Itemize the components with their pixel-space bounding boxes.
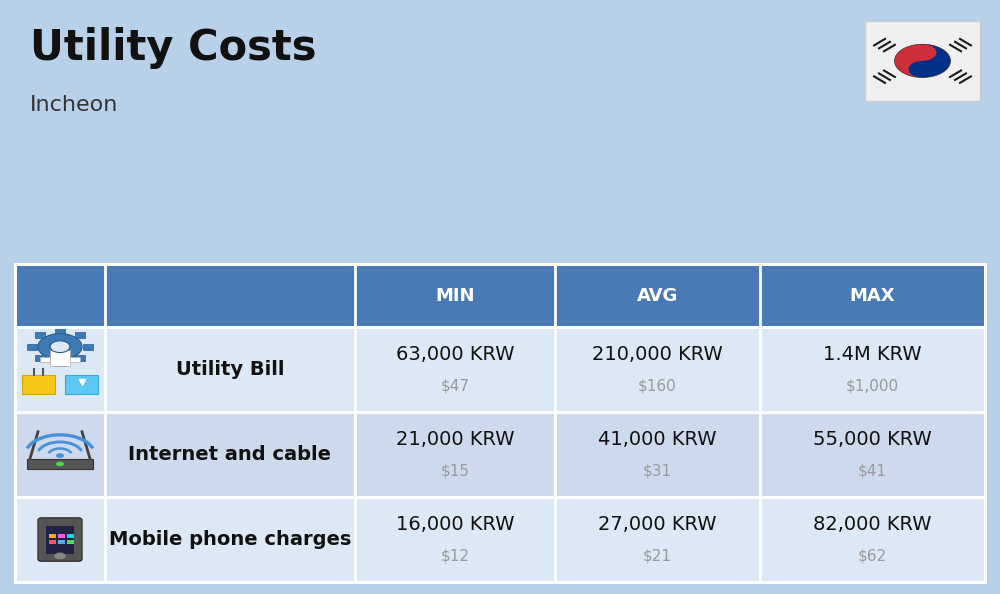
Circle shape [56, 453, 64, 458]
Text: $1,000: $1,000 [846, 378, 899, 393]
FancyBboxPatch shape [38, 518, 82, 561]
Circle shape [908, 44, 936, 61]
Bar [67, 534, 74, 538]
Bar [75, 355, 85, 361]
Bar [49, 534, 56, 538]
Text: $15: $15 [440, 463, 470, 479]
Circle shape [38, 334, 82, 360]
Bar [70, 357, 80, 362]
Text: 55,000 KRW: 55,000 KRW [813, 430, 932, 449]
Text: MAX: MAX [850, 286, 895, 305]
Text: Utility Bill: Utility Bill [176, 360, 284, 379]
Text: Mobile phone charges: Mobile phone charges [109, 530, 351, 549]
Text: $47: $47 [440, 378, 470, 393]
Text: $21: $21 [643, 549, 672, 564]
Text: 41,000 KRW: 41,000 KRW [598, 430, 717, 449]
Circle shape [908, 61, 936, 78]
Text: 82,000 KRW: 82,000 KRW [813, 515, 932, 534]
FancyBboxPatch shape [15, 497, 985, 582]
Text: 1.4M KRW: 1.4M KRW [823, 345, 922, 364]
FancyBboxPatch shape [15, 264, 985, 327]
Text: $41: $41 [858, 463, 887, 479]
Text: $12: $12 [440, 549, 470, 564]
FancyBboxPatch shape [865, 21, 980, 101]
Text: $160: $160 [638, 378, 677, 393]
Bar [22, 375, 55, 394]
Text: 63,000 KRW: 63,000 KRW [396, 345, 514, 364]
Text: 210,000 KRW: 210,000 KRW [592, 345, 723, 364]
Bar [49, 540, 56, 544]
Text: 27,000 KRW: 27,000 KRW [598, 515, 717, 534]
Bar [55, 361, 65, 366]
Bar [40, 357, 50, 362]
Bar [67, 540, 74, 544]
Bar [35, 332, 45, 338]
Text: Incheon: Incheon [30, 95, 118, 115]
FancyBboxPatch shape [15, 327, 985, 412]
Bar [58, 534, 65, 538]
Text: $62: $62 [858, 549, 887, 564]
Text: AVG: AVG [637, 286, 678, 305]
Text: 16,000 KRW: 16,000 KRW [396, 515, 514, 534]
Text: Internet and cable: Internet and cable [128, 445, 332, 464]
Bar [83, 344, 93, 350]
Bar [55, 327, 65, 333]
Text: MIN: MIN [435, 286, 475, 305]
Bar [35, 355, 45, 361]
Circle shape [50, 341, 70, 353]
Circle shape [56, 462, 64, 466]
Bar [46, 526, 74, 554]
Wedge shape [895, 45, 922, 78]
Bar [58, 540, 65, 544]
Bar [50, 350, 70, 366]
Wedge shape [922, 45, 950, 78]
Text: Utility Costs: Utility Costs [30, 27, 316, 69]
Bar [65, 375, 98, 394]
FancyBboxPatch shape [15, 412, 985, 497]
Bar [75, 332, 85, 338]
Text: 21,000 KRW: 21,000 KRW [396, 430, 514, 449]
Text: $31: $31 [643, 463, 672, 479]
Bar [27, 344, 37, 350]
Bar [27, 459, 92, 469]
Circle shape [54, 552, 66, 560]
